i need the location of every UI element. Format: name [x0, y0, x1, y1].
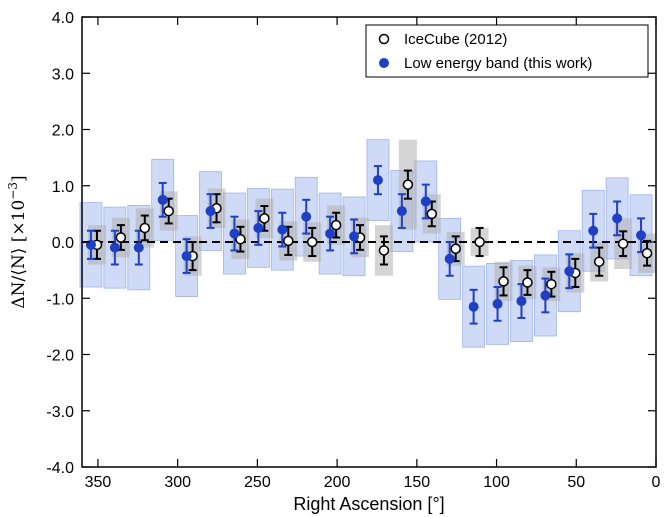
point-low-energy — [564, 266, 575, 277]
point-icecube — [235, 233, 246, 245]
y-tick-label: 2.0 — [52, 123, 74, 140]
point-low-energy — [349, 231, 360, 242]
point-low-energy — [205, 206, 216, 217]
legend-marker-icecube — [378, 33, 390, 45]
point-icecube — [163, 205, 174, 217]
x-tick-label: 350 — [85, 474, 112, 491]
point-icecube — [641, 248, 653, 259]
point-low-energy — [516, 296, 527, 307]
x-tick-label: 50 — [567, 474, 585, 491]
point-icecube — [259, 213, 270, 224]
y-tick-label: 3.0 — [52, 66, 74, 83]
point-icecube — [139, 222, 151, 234]
x-tick-label: 200 — [324, 474, 351, 491]
point-icecube — [498, 276, 509, 287]
point-icecube — [617, 238, 629, 249]
x-tick-label: 300 — [164, 474, 191, 491]
point-low-energy — [133, 242, 144, 253]
x-tick-label: 150 — [403, 474, 430, 491]
point-icecube — [522, 277, 533, 288]
point-icecube — [450, 243, 461, 254]
legend: IceCube (2012) Low energy band (this wor… — [365, 24, 649, 78]
point-icecube — [378, 245, 390, 256]
point-low-energy — [301, 211, 312, 222]
point-icecube — [474, 236, 485, 248]
legend-box — [365, 24, 649, 78]
point-icecube — [283, 235, 294, 247]
point-low-energy — [588, 225, 599, 236]
x-tick-label: 0 — [652, 474, 661, 491]
legend-marker-low-energy — [379, 58, 389, 68]
y-tick-label: 4.0 — [52, 10, 74, 27]
point-low-energy — [229, 228, 240, 239]
point-icecube — [115, 232, 127, 243]
point-low-energy — [636, 230, 647, 241]
y-axis-label: ΔN/⟨N⟩ [×10−3] — [6, 175, 29, 308]
y-tick-label: 0.0 — [52, 235, 74, 252]
point-low-energy — [612, 213, 623, 224]
point-low-energy — [325, 228, 336, 239]
point-low-energy — [253, 222, 264, 233]
point-low-energy — [492, 298, 503, 309]
data-points — [85, 175, 653, 312]
y-tick-label: -1.0 — [46, 291, 74, 308]
axis-ticks: -4.0 -3.0 -2.0 -1.0 0.0 1.0 2.0 3.0 4.0 350 300 250… — [46, 10, 660, 491]
point-low-energy — [181, 251, 192, 262]
point-low-energy — [444, 253, 455, 264]
y-tick-label: -2.0 — [46, 348, 74, 365]
point-icecube — [330, 219, 342, 231]
point-icecube — [306, 236, 318, 248]
point-icecube — [593, 256, 605, 267]
point-low-energy — [109, 242, 120, 253]
y-tick-label: -3.0 — [46, 404, 74, 421]
systematic-bands — [79, 139, 657, 348]
x-axis-label: Right Ascension [°] — [293, 494, 444, 514]
point-low-energy — [277, 224, 288, 235]
y-tick-label: 1.0 — [52, 179, 74, 196]
x-tick-label: 100 — [483, 474, 510, 491]
point-icecube — [546, 278, 557, 290]
point-icecube — [402, 179, 414, 190]
point-low-energy — [468, 301, 479, 312]
point-low-energy — [396, 206, 407, 217]
point-low-energy — [157, 194, 168, 205]
point-low-energy — [540, 290, 551, 301]
legend-label-icecube: IceCube (2012) — [404, 31, 507, 48]
point-low-energy — [372, 175, 383, 186]
legend-label-low-energy: Low energy band (this work) — [404, 55, 592, 72]
y-tick-label: -4.0 — [46, 460, 74, 477]
x-tick-label: 250 — [244, 474, 271, 491]
point-low-energy — [420, 196, 431, 207]
point-icecube — [426, 208, 438, 220]
